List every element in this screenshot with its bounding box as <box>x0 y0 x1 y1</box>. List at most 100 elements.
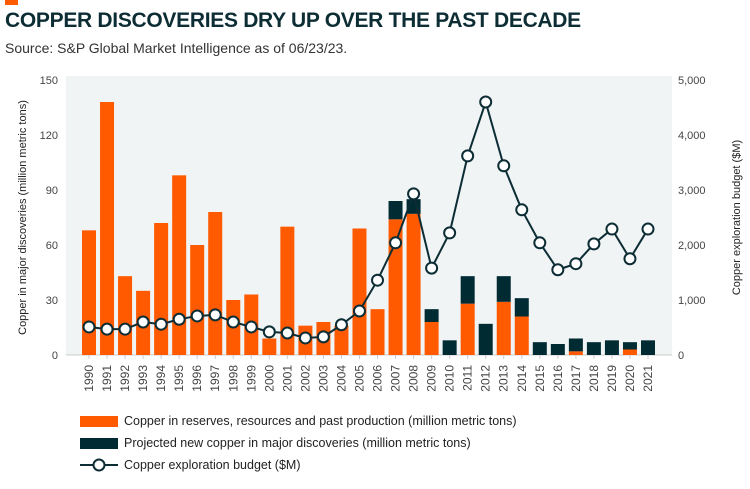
x-tick-label: 2005 <box>352 365 366 392</box>
bar-reserves <box>154 223 169 355</box>
legend-label-budget: Copper exploration budget ($M) <box>124 458 301 472</box>
budget-point <box>533 236 547 250</box>
x-tick-label: 1993 <box>136 365 150 392</box>
budget-point <box>244 320 258 334</box>
bar-reserves <box>280 226 295 355</box>
bar-projected <box>424 309 439 322</box>
legend-swatch-reserves <box>80 415 118 427</box>
x-tick-label: 1999 <box>244 365 258 392</box>
x-tick-label: 2015 <box>533 365 547 392</box>
budget-point <box>443 226 457 240</box>
bar-projected <box>442 340 457 355</box>
budget-point <box>407 187 421 201</box>
x-tick-label: 1995 <box>172 365 186 392</box>
x-tick-label: 2000 <box>262 365 276 392</box>
x-tick-label: 2009 <box>425 365 439 392</box>
x-tick-label: 2008 <box>407 365 421 392</box>
bar-projected <box>550 344 565 355</box>
y2-tick-label: 4,000 <box>678 130 706 142</box>
y2-tick-label: 5,000 <box>678 75 706 87</box>
bar-projected <box>478 323 493 355</box>
chart-title: COPPER DISCOVERIES DRY UP OVER THE PAST … <box>5 9 581 32</box>
y-tick-label: 30 <box>46 295 58 307</box>
budget-point <box>551 263 565 277</box>
budget-point <box>262 325 276 339</box>
budget-point <box>461 149 475 163</box>
y2-tick-label: 3,000 <box>678 185 706 197</box>
bar-projected <box>641 340 655 355</box>
bar-reserves <box>568 351 583 355</box>
budget-point <box>352 304 366 318</box>
legend: Copper in reserves, resources and past p… <box>80 410 517 476</box>
budget-point <box>82 320 96 334</box>
x-tick-label: 2018 <box>587 365 601 392</box>
x-tick-label: 2016 <box>551 365 565 392</box>
budget-point <box>316 330 330 344</box>
budget-point <box>154 317 168 331</box>
bar-reserves <box>622 349 637 355</box>
y-axis-label: Copper in major discoveries (million met… <box>17 100 29 335</box>
x-tick-label: 2010 <box>443 365 457 392</box>
bar-reserves <box>388 219 403 355</box>
budget-point <box>587 237 601 251</box>
budget-point <box>425 261 439 275</box>
x-tick-label: 2020 <box>623 365 637 392</box>
budget-point <box>280 326 294 340</box>
bar-reserves <box>424 322 439 355</box>
legend-item-projected: Projected new copper in major discoverie… <box>80 432 517 454</box>
x-tick-label: 2012 <box>479 365 493 392</box>
x-tick-label: 1990 <box>82 365 96 392</box>
y-tick-label: 90 <box>46 185 58 197</box>
bar-reserves <box>190 245 205 355</box>
bar-projected <box>388 201 403 220</box>
bar-projected <box>460 276 475 304</box>
budget-point <box>569 257 583 271</box>
budget-point <box>172 312 186 326</box>
budget-point <box>623 252 637 266</box>
legend-swatch-projected <box>80 437 118 449</box>
x-tick-label: 2021 <box>641 365 655 392</box>
legend-label-reserves: Copper in reserves, resources and past p… <box>124 414 517 428</box>
x-tick-label: 2004 <box>334 365 348 392</box>
budget-point <box>371 273 385 287</box>
bar-reserves <box>100 102 115 355</box>
budget-point <box>334 318 348 332</box>
x-tick-label: 2011 <box>461 365 475 391</box>
budget-point <box>497 159 511 173</box>
x-tick-label: 2003 <box>316 365 330 392</box>
legend-item-budget: Copper exploration budget ($M) <box>80 454 517 476</box>
x-tick-label: 1992 <box>118 365 132 392</box>
bar-reserves <box>82 230 96 355</box>
bar-reserves <box>334 325 349 355</box>
x-tick-label: 2017 <box>569 365 583 392</box>
y2-tick-label: 1,000 <box>678 295 706 307</box>
budget-point <box>118 322 132 336</box>
bar-reserves <box>406 213 421 355</box>
budget-point <box>100 322 114 336</box>
y-tick-label: 0 <box>52 350 58 362</box>
bar-projected <box>604 340 619 355</box>
bar-reserves <box>514 316 529 355</box>
budget-point <box>479 95 493 109</box>
chart-subtitle: Source: S&P Global Market Intelligence a… <box>5 40 348 56</box>
budget-point <box>190 309 204 323</box>
budget-point <box>298 331 312 345</box>
bar-reserves <box>370 309 385 355</box>
y2-tick-label: 0 <box>678 350 684 362</box>
bar-reserves <box>262 338 277 355</box>
x-tick-label: 1996 <box>190 365 204 392</box>
bar-reserves <box>496 301 511 355</box>
legend-item-reserves: Copper in reserves, resources and past p… <box>80 410 517 432</box>
budget-point <box>136 315 150 329</box>
x-tick-label: 2006 <box>371 365 385 392</box>
x-tick-label: 2013 <box>497 365 511 392</box>
budget-point <box>389 236 403 250</box>
bar-reserves <box>172 175 187 355</box>
bar-projected <box>586 342 601 355</box>
accent-bar <box>5 0 18 5</box>
x-tick-label: 2001 <box>280 365 294 392</box>
bar-projected <box>568 338 583 352</box>
x-tick-label: 1994 <box>154 365 168 392</box>
